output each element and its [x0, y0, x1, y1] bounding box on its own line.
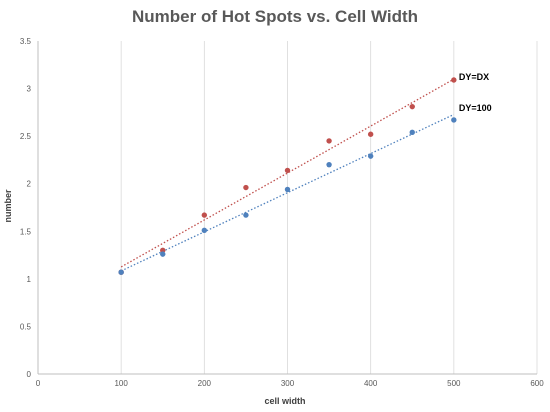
x-tick-label-300: 300 — [281, 379, 295, 388]
y-tick-label-2: 2 — [27, 180, 32, 189]
point-dy-dx-450 — [409, 103, 415, 110]
x-tick-label-400: 400 — [364, 379, 378, 388]
point-dy-dx-150 — [160, 247, 166, 254]
x-tick-label-100: 100 — [114, 379, 128, 388]
axes — [37, 41, 537, 375]
trendline-dy-dx — [120, 78, 455, 268]
y-tick-label-0.5: 0.5 — [20, 322, 32, 331]
y-tick-label-2.5: 2.5 — [20, 132, 32, 141]
point-dy-100-450 — [409, 129, 415, 136]
point-dy-100-500 — [451, 117, 457, 123]
series-labels: DY=DX DY=100 — [459, 72, 492, 113]
x-axis-label: cell width — [264, 396, 305, 406]
point-dy-100-100 — [118, 269, 124, 275]
point-dy-100-400 — [367, 153, 374, 159]
x-tick-label-500: 500 — [447, 379, 461, 388]
trendlines — [120, 78, 455, 272]
y-tick-label-3: 3 — [27, 85, 32, 94]
x-tick-label-200: 200 — [198, 379, 212, 388]
data-points — [118, 77, 457, 275]
x-tick-label-0: 0 — [36, 379, 41, 388]
point-dy-dx-350 — [326, 138, 332, 144]
point-dy-100-350 — [326, 161, 332, 168]
tick-labels: 0 100 200 300 400 500 600 0 0.5 1 1.5 2 2.5 3 3.5 — [20, 37, 544, 388]
series-label-dy-100: DY=100 — [459, 103, 492, 113]
point-dy-dx-400 — [367, 131, 374, 137]
point-dy-100-250 — [243, 212, 249, 218]
y-axis-label: number — [3, 189, 13, 223]
point-dy-dx-500 — [451, 77, 457, 83]
y-tick-label-0: 0 — [27, 370, 32, 379]
y-tick-label-3.5: 3.5 — [20, 37, 32, 46]
y-tick-label-1: 1 — [27, 275, 32, 284]
point-dy-dx-250 — [243, 184, 249, 191]
point-dy-100-200 — [201, 227, 208, 234]
x-tick-label-600: 600 — [530, 379, 544, 388]
gridlines — [120, 41, 538, 374]
point-dy-100-300 — [284, 186, 291, 193]
point-dy-dx-200 — [201, 212, 208, 218]
point-dy-100-150 — [160, 251, 166, 257]
series-label-dy-dx: DY=DX — [459, 72, 489, 82]
point-dy-dx-300 — [284, 167, 291, 174]
chart-title: Number of Hot Spots vs. Cell Width — [132, 7, 418, 26]
y-tick-label-1.5: 1.5 — [20, 227, 32, 236]
